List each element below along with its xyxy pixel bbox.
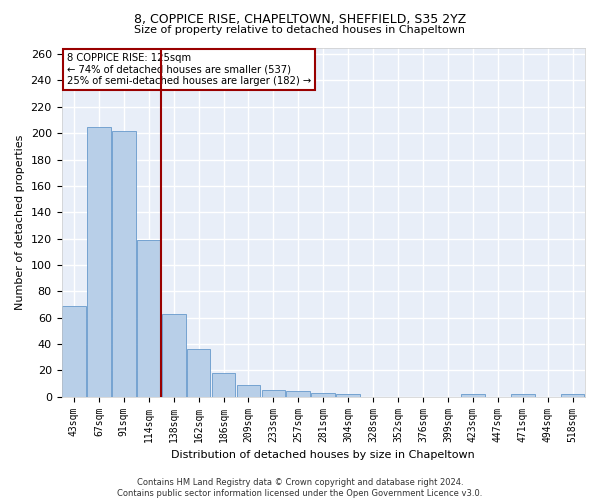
- Bar: [87, 126, 111, 396]
- Bar: [62, 306, 86, 396]
- Bar: [137, 240, 161, 396]
- Bar: [560, 394, 584, 396]
- Bar: [162, 314, 185, 396]
- Bar: [311, 392, 335, 396]
- Bar: [262, 390, 285, 396]
- Y-axis label: Number of detached properties: Number of detached properties: [15, 134, 25, 310]
- Bar: [236, 385, 260, 396]
- X-axis label: Distribution of detached houses by size in Chapeltown: Distribution of detached houses by size …: [172, 450, 475, 460]
- Bar: [112, 130, 136, 396]
- Bar: [337, 394, 360, 396]
- Bar: [461, 394, 485, 396]
- Text: Size of property relative to detached houses in Chapeltown: Size of property relative to detached ho…: [134, 25, 466, 35]
- Bar: [511, 394, 535, 396]
- Text: 8 COPPICE RISE: 125sqm
← 74% of detached houses are smaller (537)
25% of semi-de: 8 COPPICE RISE: 125sqm ← 74% of detached…: [67, 52, 311, 86]
- Bar: [286, 392, 310, 396]
- Text: Contains HM Land Registry data © Crown copyright and database right 2024.
Contai: Contains HM Land Registry data © Crown c…: [118, 478, 482, 498]
- Text: 8, COPPICE RISE, CHAPELTOWN, SHEFFIELD, S35 2YZ: 8, COPPICE RISE, CHAPELTOWN, SHEFFIELD, …: [134, 12, 466, 26]
- Bar: [212, 373, 235, 396]
- Bar: [187, 350, 211, 397]
